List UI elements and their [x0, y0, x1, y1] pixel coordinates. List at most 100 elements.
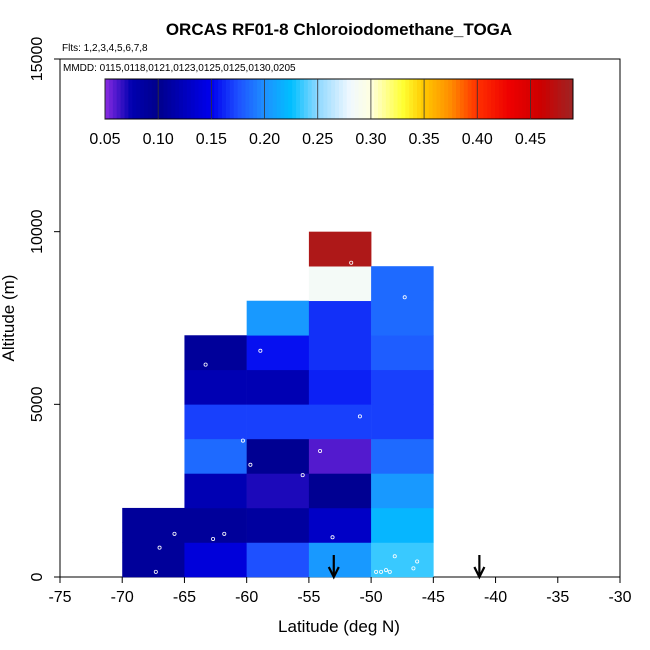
colorbar-segment	[510, 79, 515, 119]
heatmap-cell	[371, 266, 434, 302]
heatmap-cell	[246, 404, 310, 440]
colorbar-segment	[561, 79, 566, 119]
x-tick-label: -55	[297, 589, 320, 606]
colorbar-tick-label: 0.15	[196, 131, 227, 148]
colorbar-segment	[202, 79, 207, 119]
heatmap-cell	[308, 369, 372, 405]
colorbar-segment	[245, 79, 250, 119]
heatmap-cell	[371, 300, 434, 336]
colorbar-segment	[307, 79, 313, 119]
sample-point	[258, 348, 263, 353]
colorbar-segment	[222, 79, 227, 119]
y-tick-label: 15000	[29, 37, 46, 82]
colorbar-segment	[331, 79, 336, 119]
y-tick-label: 10000	[29, 209, 46, 254]
sample-point	[384, 568, 389, 573]
colorbar-segment	[522, 79, 527, 119]
arrow-marker	[473, 555, 486, 580]
sample-point	[374, 569, 379, 574]
colorbar-segment	[105, 79, 110, 119]
x-tick-label: -65	[173, 589, 196, 606]
heatmap-cell	[246, 369, 310, 405]
heatmap-cell	[246, 507, 310, 543]
heatmap-cell	[308, 438, 372, 474]
colorbar-segment	[339, 79, 344, 119]
heatmap-cell	[122, 542, 185, 578]
colorbar-segment	[136, 79, 141, 119]
colorbar-segment	[268, 79, 274, 119]
colorbar-segment	[159, 79, 164, 119]
colorbar-segment	[498, 79, 504, 119]
colorbar-segment	[233, 79, 238, 119]
heatmap-cell	[371, 369, 434, 405]
colorbar-segment	[385, 79, 391, 119]
colorbar-tick-label: 0.25	[302, 131, 333, 148]
x-tick-label: -30	[608, 589, 631, 606]
colorbar-segment	[459, 79, 465, 119]
colorbar-segment	[428, 79, 433, 119]
colorbar-segment	[190, 79, 196, 119]
colorbar-segment	[463, 79, 469, 119]
colorbar-segment	[124, 79, 129, 119]
colorbar-segment	[167, 79, 172, 119]
heatmap-cell	[308, 507, 372, 543]
colorbar-segment	[518, 79, 523, 119]
heatmap-cell	[308, 542, 372, 578]
colorbar-segment	[565, 79, 570, 119]
y-tick-label: 5000	[29, 386, 46, 422]
colorbar-segment	[405, 79, 410, 119]
y-tick-label: 0	[29, 572, 46, 581]
colorbar-segment	[214, 79, 219, 119]
colorbar-segment	[194, 79, 199, 119]
colorbar-segment	[409, 79, 414, 119]
colorbar-segment	[506, 79, 511, 119]
colorbar-segment	[237, 79, 242, 119]
colorbar-segment	[218, 79, 223, 119]
colorbar-segment	[249, 79, 254, 119]
colorbar-tick-label: 0.40	[462, 131, 493, 148]
sample-point	[318, 448, 323, 453]
x-tick-label: -35	[546, 589, 569, 606]
colorbar-segment	[163, 79, 168, 119]
colorbar-segment	[241, 79, 246, 119]
colorbar-segment	[424, 79, 430, 119]
colorbar-segment	[229, 79, 235, 119]
colorbar-segment	[374, 79, 379, 119]
sample-point	[387, 569, 392, 574]
colorbar-segment	[491, 79, 496, 119]
colorbar-segment	[350, 79, 355, 119]
colorbar-segment	[183, 79, 188, 119]
colorbar-segment	[381, 79, 387, 119]
colorbar-segment	[401, 79, 406, 119]
y-axis: 0 5000 10000 15000	[29, 37, 60, 581]
x-tick-label: -70	[111, 589, 134, 606]
heatmap-cell	[246, 542, 310, 578]
colorbar-segment	[128, 79, 133, 119]
colorbar: 0.05 0.10 0.15 0.20 0.25 0.30 0.35 0.40 0.45	[89, 78, 574, 148]
x-tick-label: -75	[48, 589, 71, 606]
colorbar-segment	[440, 79, 445, 119]
colorbar-segment	[436, 79, 441, 119]
colorbar-segment	[545, 79, 550, 119]
colorbar-segment	[483, 79, 488, 119]
colorbar-segment	[479, 79, 484, 119]
colorbar-segment	[530, 79, 535, 119]
heatmap-cell	[184, 473, 247, 509]
colorbar-segment	[206, 79, 211, 119]
colorbar-segment	[487, 79, 492, 119]
colorbar-segment	[144, 79, 149, 119]
colorbar-segment	[261, 79, 266, 119]
colorbar-segment	[534, 79, 539, 119]
heatmap-cell	[184, 507, 247, 543]
colorbar-segment	[179, 79, 184, 119]
colorbar-segment	[366, 79, 371, 119]
heatmap-cell	[184, 335, 247, 371]
sample-point	[222, 531, 227, 536]
colorbar-segment	[140, 79, 145, 119]
colorbar-segment	[378, 79, 383, 119]
sample-point	[357, 414, 362, 419]
colorbar-segment	[292, 79, 297, 119]
colorbar-segment	[210, 79, 215, 119]
colorbar-segment	[108, 79, 114, 119]
colorbar-segment	[452, 79, 457, 119]
